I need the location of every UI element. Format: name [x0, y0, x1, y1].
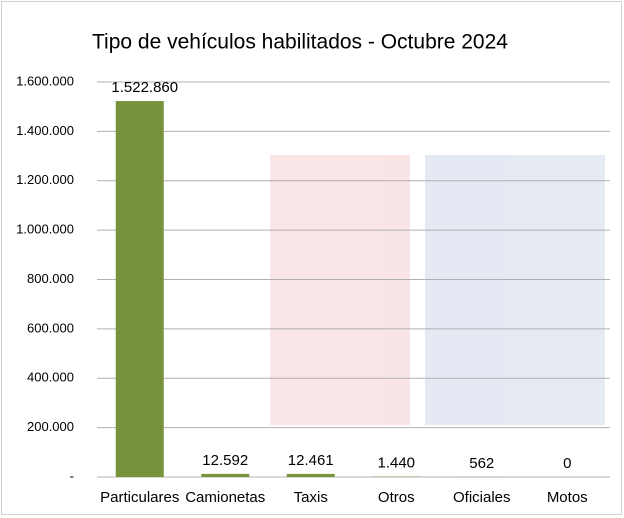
data-label: 562 [469, 455, 494, 472]
bar [286, 473, 335, 477]
data-label: 1.522.860 [111, 79, 178, 96]
bar [201, 473, 250, 477]
x-tick-label: Particulares [100, 489, 179, 506]
y-tick-label: - [70, 468, 74, 483]
y-tick-label: 400.000 [27, 370, 74, 385]
data-label: 0 [563, 455, 571, 472]
data-label: 12.461 [288, 452, 334, 469]
chart-title: Tipo de vehículos habilitados - Octubre … [92, 31, 508, 54]
y-tick-label: 1.600.000 [16, 73, 74, 88]
y-tick-label: 600.000 [27, 320, 74, 335]
x-tick-label: Oficiales [453, 489, 511, 506]
bar [115, 101, 164, 477]
y-tick-label: 1.400.000 [16, 123, 74, 138]
x-tick-label: Otros [378, 489, 415, 506]
y-tick-label: 200.000 [27, 419, 74, 434]
x-tick-label: Taxis [294, 489, 328, 506]
watermark [270, 155, 605, 425]
y-tick-label: 1.000.000 [16, 222, 74, 237]
y-tick-label: 800.000 [27, 271, 74, 286]
y-tick-label: 1.200.000 [16, 172, 74, 187]
x-tick-label: Motos [547, 489, 588, 506]
data-label: 12.592 [202, 452, 248, 469]
data-label: 1.440 [377, 455, 415, 472]
x-tick-label: Camionetas [185, 489, 265, 506]
